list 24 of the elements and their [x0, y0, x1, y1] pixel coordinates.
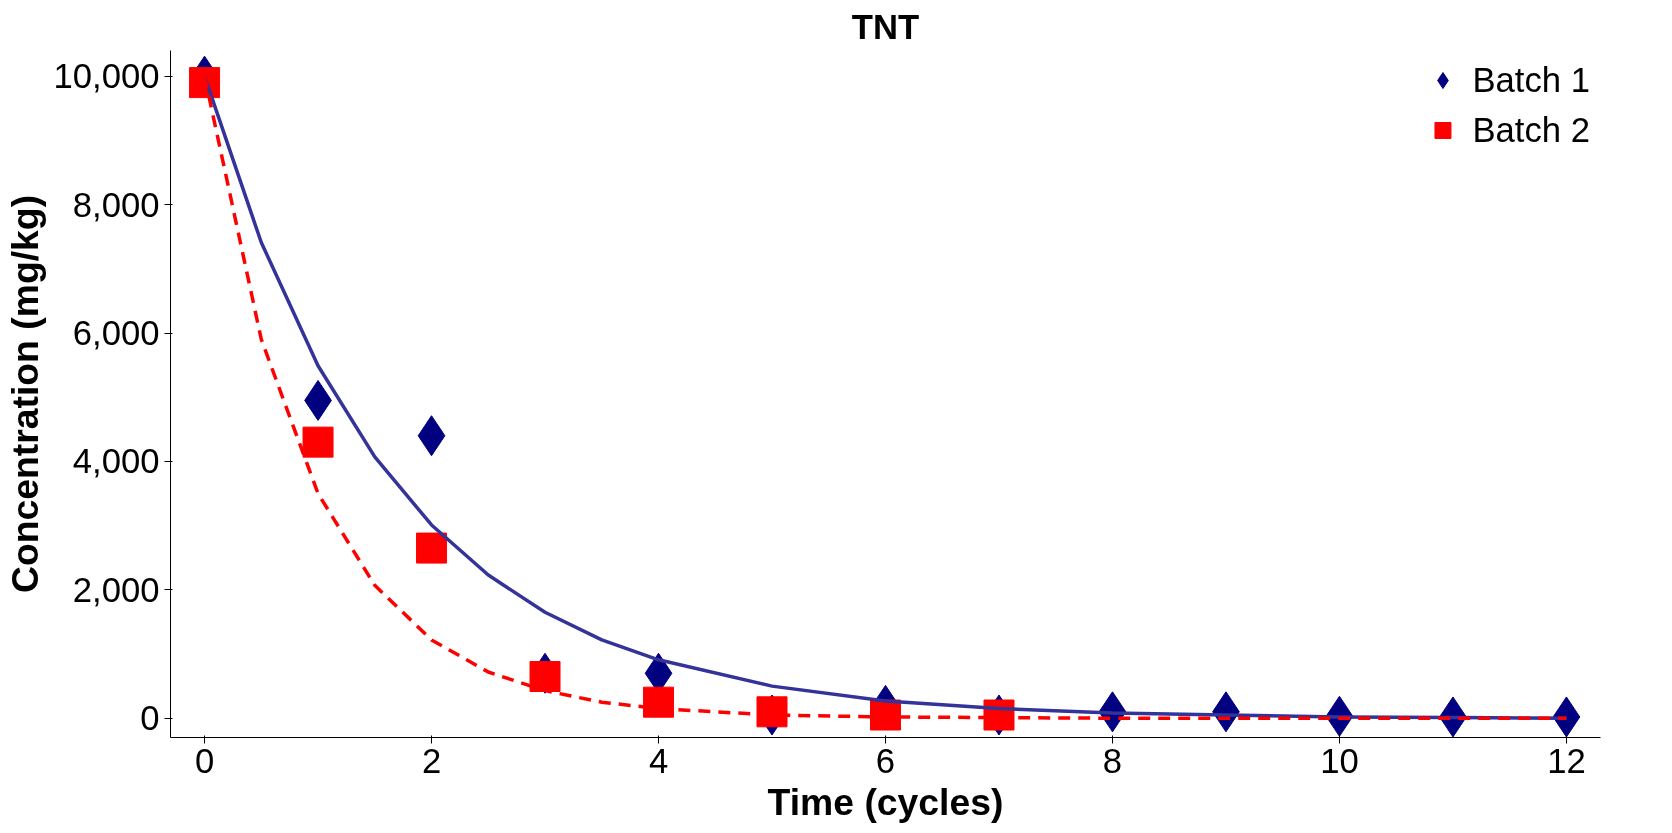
chart-title: TNT	[851, 7, 920, 46]
legend-label: Batch 1	[1472, 60, 1590, 100]
x-tick-label: 4	[648, 741, 669, 780]
x-tick-label: 6	[875, 741, 896, 780]
y-tick-label: 4,000	[72, 442, 160, 481]
point	[302, 426, 334, 458]
y-tick-label: 2,000	[72, 570, 160, 609]
point	[756, 696, 788, 728]
point	[189, 67, 221, 99]
x-tick-label: 0	[194, 741, 215, 780]
point	[416, 532, 448, 564]
point	[643, 686, 675, 718]
x-tick-label: 2	[421, 741, 442, 780]
legend-label: Batch 2	[1472, 110, 1590, 150]
y-tick-label: 0	[140, 699, 160, 738]
x-axis-title: Time (cycles)	[767, 780, 1004, 823]
point	[529, 661, 561, 692]
x-tick-label: 12	[1547, 741, 1586, 780]
y-tick-label: 10,000	[53, 57, 160, 96]
y-tick-label: 6,000	[72, 314, 160, 352]
y-tick-label: 8,000	[72, 185, 160, 224]
x-tick-label: 8	[1102, 741, 1123, 780]
x-tick-label: 10	[1320, 741, 1359, 780]
y-axis-title: Concentration (mg/kg)	[3, 194, 46, 594]
